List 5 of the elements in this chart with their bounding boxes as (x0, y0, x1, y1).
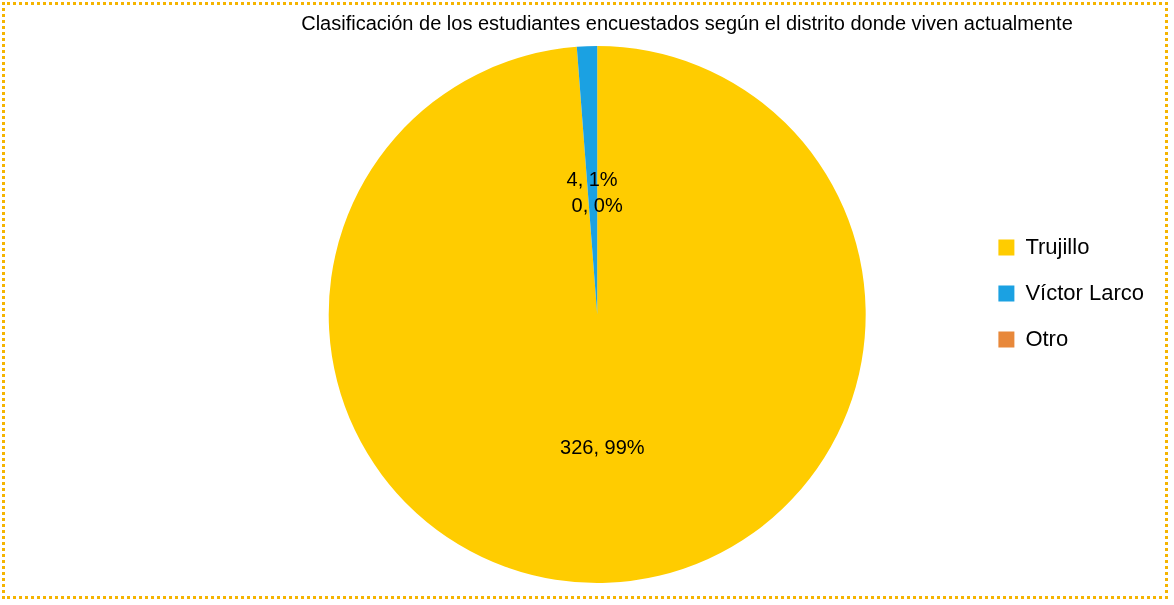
chart-title: Clasificación de los estudiantes encuestados según el distrito donde viven actualmente (301, 11, 1073, 34)
legend-label: Otro (1025, 325, 1069, 351)
legend-label: Trujillo (1025, 233, 1090, 259)
data-label: 326, 99% (560, 436, 645, 459)
legend-label: Víctor Larco (1025, 279, 1144, 305)
